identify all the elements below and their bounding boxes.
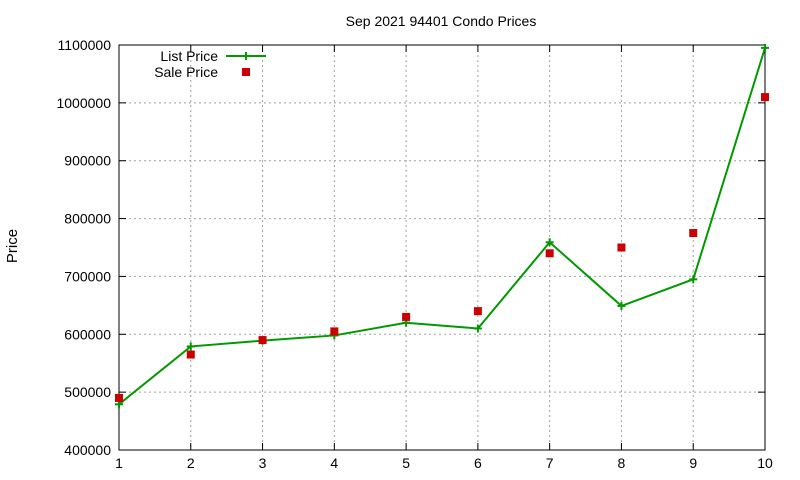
- list-price-point: [473, 324, 482, 333]
- x-tick-label: 1: [115, 455, 123, 471]
- chart-title: Sep 2021 94401 Condo Prices: [346, 13, 537, 29]
- sale-price-point: [115, 393, 123, 402]
- x-tick-label: 3: [259, 455, 267, 471]
- x-tick-label: 9: [689, 455, 697, 471]
- x-tick-label: 10: [757, 455, 773, 471]
- list-price-point: [545, 238, 554, 247]
- sale-price-point: [761, 93, 769, 102]
- x-tick-label: 7: [546, 455, 554, 471]
- y-tick-label: 500000: [64, 384, 111, 400]
- sale-price-point: [402, 312, 411, 321]
- axes: [118, 44, 766, 451]
- x-tick-label: 5: [402, 455, 410, 471]
- x-tick-labels: 1 2 3 4 5 6 7 8 9 10: [115, 455, 773, 471]
- list-price-point: [761, 43, 769, 52]
- list-price-point: [689, 275, 698, 284]
- legend-label-sale-price: Sale Price: [154, 64, 218, 80]
- y-tick-label: 900000: [64, 153, 111, 169]
- list-price-line: [118, 47, 766, 406]
- legend-marker-sale-price: [242, 68, 250, 76]
- y-tick-label: 1000000: [56, 95, 111, 111]
- list-price-point: [186, 342, 195, 351]
- plot-border: [118, 44, 766, 451]
- legend-label-list-price: List Price: [160, 48, 218, 64]
- x-tick-label: 4: [330, 455, 338, 471]
- y-tick-label: 600000: [64, 326, 111, 342]
- y-tick-label: 700000: [64, 268, 111, 284]
- list-price-point: [617, 301, 626, 310]
- y-tick-labels: 400000 500000 600000 700000 800000 900000 1000…: [56, 37, 111, 458]
- sale-price-point: [330, 327, 339, 336]
- sale-price-point: [617, 243, 626, 252]
- sale-price-point: [545, 249, 554, 258]
- sale-price-point: [473, 307, 482, 316]
- x-tick-label: 6: [474, 455, 482, 471]
- sale-price-point: [689, 229, 698, 238]
- sale-price-point: [258, 336, 267, 345]
- grid-lines: [119, 45, 765, 450]
- y-tick-label: 1100000: [58, 37, 112, 53]
- x-tick-label: 8: [618, 455, 626, 471]
- sale-price-point: [186, 350, 195, 359]
- y-tick-label: 400000: [64, 442, 111, 458]
- data-series: [115, 43, 769, 409]
- y-axis-label: Price: [4, 229, 21, 263]
- y-tick-label: 800000: [64, 211, 111, 227]
- x-tick-label: 2: [187, 455, 195, 471]
